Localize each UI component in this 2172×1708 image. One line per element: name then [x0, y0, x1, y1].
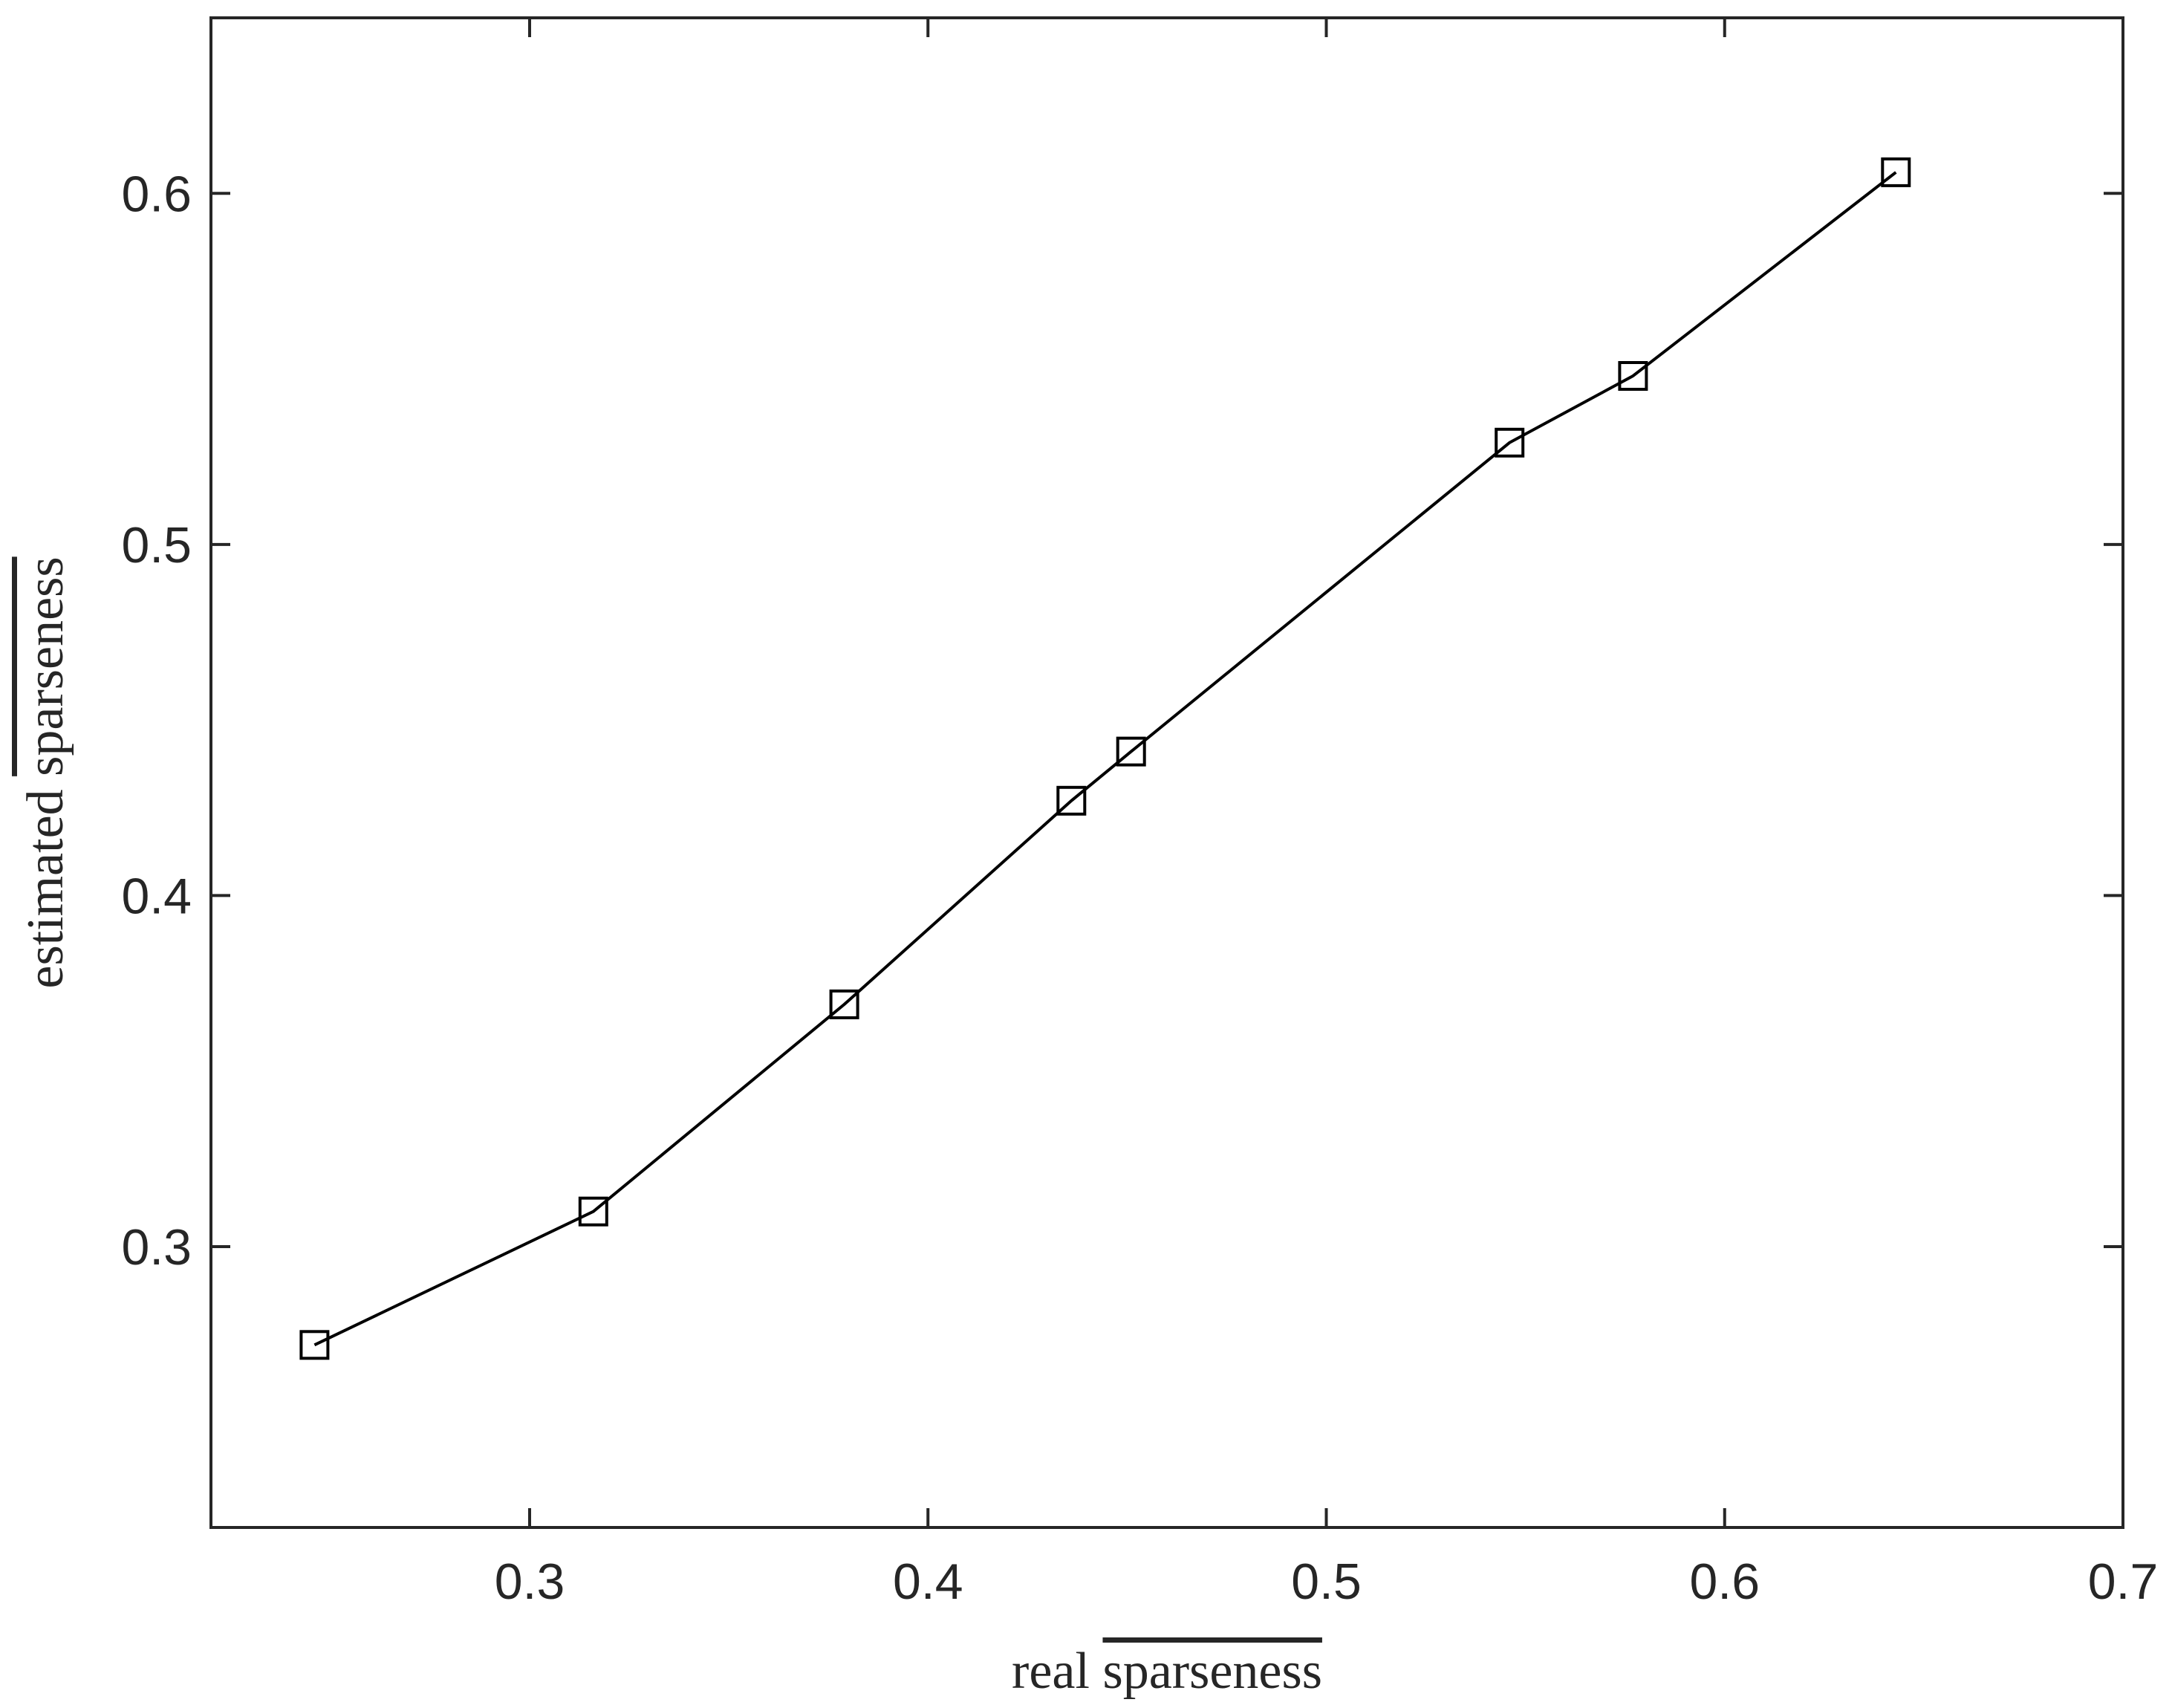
- x-tick-label: 0.4: [893, 1553, 963, 1610]
- data-point: [829, 989, 859, 1019]
- series-line: [313, 171, 1897, 1347]
- plot-frame: [209, 16, 2124, 1529]
- data-point: [1495, 427, 1525, 458]
- y-axis-label-prefix: estimated: [17, 776, 74, 989]
- y-tick-label: 0.5: [121, 517, 192, 574]
- data-point: [1881, 157, 1911, 187]
- x-tick-label: 0.7: [2088, 1553, 2159, 1610]
- x-axis-label-prefix: real: [1012, 1643, 1102, 1700]
- data-point: [1618, 361, 1648, 391]
- y-axis-label-overlined: sparseness: [17, 556, 74, 776]
- data-point: [299, 1330, 330, 1360]
- x-tick-label: 0.6: [1689, 1553, 1760, 1610]
- plot-background: [211, 18, 2123, 1527]
- x-axis-label-overlined: sparseness: [1102, 1643, 1321, 1700]
- x-axis-label: real sparseness: [1012, 1643, 1322, 1700]
- x-tick-label: 0.5: [1291, 1553, 1362, 1610]
- series-layer: [299, 157, 1911, 1360]
- y-axis-label: estimated sparseness: [17, 556, 74, 988]
- data-point: [578, 1196, 608, 1227]
- tick-labels: 0.3 0.4 0.5 0.6 0.7 0.3 0.4 0.5 0.6: [121, 166, 2158, 1610]
- x-tick-label: 0.3: [495, 1553, 565, 1610]
- data-point: [1116, 736, 1146, 767]
- y-tick-label: 0.3: [121, 1219, 192, 1276]
- ticks: [211, 18, 2124, 1527]
- y-tick-label: 0.6: [121, 166, 192, 222]
- y-tick-label: 0.4: [121, 868, 192, 924]
- data-point: [1056, 785, 1087, 816]
